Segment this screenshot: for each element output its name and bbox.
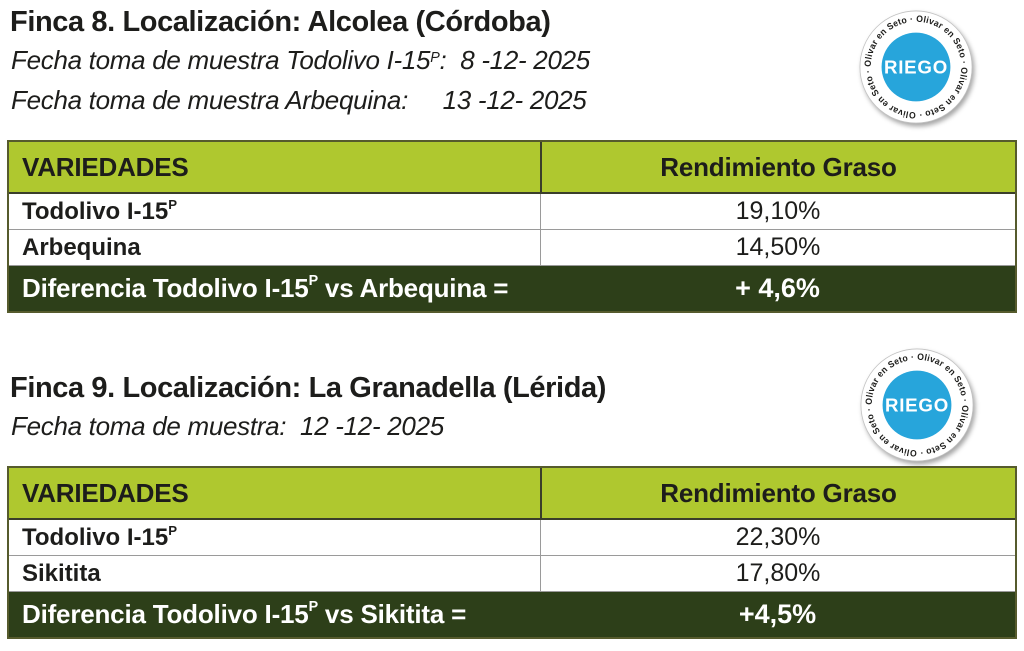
table-header-row: VARIEDADES Rendimiento Graso <box>9 142 1015 194</box>
variety-name-text: Todolivo I-15 <box>22 197 169 225</box>
riego-olivar-en-seto-badge: Olivar en Seto · Olivar en Seto · Olivar… <box>859 10 973 124</box>
variety-name: Todolivo I-15 P <box>9 520 540 555</box>
variety-value: 22,30% <box>540 520 1015 555</box>
column-header-variedades: VARIEDADES <box>22 477 189 508</box>
fecha-line-arbequina: Fecha toma de muestra Arbequina: 13 -12-… <box>11 85 587 116</box>
fecha-text: Fecha toma de muestra Todolivo I-15 <box>11 45 431 75</box>
variety-name-text: Sikitita <box>22 559 101 587</box>
fecha-line-todolivo: Fecha toma de muestra Todolivo I-15P: 8 … <box>11 45 590 76</box>
superscript-p: P <box>430 49 440 66</box>
badge-center-label: RIEGO <box>885 394 949 415</box>
table-header-row: VARIEDADES Rendimiento Graso <box>9 468 1015 520</box>
footer-label-suffix: vs Arbequina = <box>317 273 509 303</box>
badge-blue-circle <box>881 32 951 102</box>
table-row-todolivo: Todolivo I-15 P 22,30% <box>9 520 1015 556</box>
variety-name: Todolivo I-15 P <box>9 194 540 229</box>
variety-name-text: Todolivo I-15 <box>22 523 169 551</box>
variety-name-text: Arbequina <box>22 233 141 261</box>
superscript-p: P <box>168 523 178 539</box>
table-row-arbequina: Arbequina 14,50% <box>9 230 1015 266</box>
fecha-date: 12 -12- 2025 <box>286 411 444 441</box>
table-finca-9: VARIEDADES Rendimiento Graso Todolivo I-… <box>7 466 1017 639</box>
fecha-text: Fecha toma de muestra: <box>11 411 287 441</box>
variety-name: Arbequina <box>9 230 540 265</box>
badge-blue-circle <box>882 370 952 440</box>
riego-olivar-en-seto-badge: Olivar en Seto · Olivar en Seto · Olivar… <box>860 348 974 462</box>
footer-label-suffix: vs Sikitita = <box>317 599 467 629</box>
fecha-text: Fecha toma de muestra Arbequina: <box>11 85 408 115</box>
badge-center-label: RIEGO <box>884 56 948 77</box>
footer-difference-value: +4,5% <box>738 599 817 629</box>
footer-difference-value: + 4,6% <box>735 273 820 303</box>
variety-name: Sikitita <box>9 556 540 591</box>
superscript-p: P <box>168 197 178 213</box>
table-footer-row: Diferencia Todolivo I-15 P vs Arbequina =… <box>9 266 1015 311</box>
variety-value: 19,10% <box>540 194 1015 229</box>
footer-label-text: Diferencia Todolivo I-15 <box>22 273 309 303</box>
footer-difference-label: Diferencia Todolivo I-15 P vs Arbequina = <box>9 266 540 311</box>
fecha-date: : 8 -12- 2025 <box>439 45 590 75</box>
superscript-p: P <box>308 599 319 616</box>
finca-8-title: Finca 8. Localización: Alcolea (Córdoba) <box>10 6 551 38</box>
variety-value: 14,50% <box>540 230 1015 265</box>
fecha-line-finca-9: Fecha toma de muestra: 12 -12- 2025 <box>11 411 444 442</box>
column-header-variedades: VARIEDADES <box>22 151 189 182</box>
table-row-sikitita: Sikitita 17,80% <box>9 556 1015 592</box>
finca-9-title: Finca 9. Localización: La Granadella (Lé… <box>10 372 606 404</box>
column-header-rendimiento-graso: Rendimiento Graso <box>540 468 1015 518</box>
superscript-p: P <box>308 273 319 290</box>
table-footer-row: Diferencia Todolivo I-15 P vs Sikitita = … <box>9 592 1015 637</box>
fecha-date: 13 -12- 2025 <box>408 85 587 115</box>
table-finca-8: VARIEDADES Rendimiento Graso Todolivo I-… <box>7 140 1017 313</box>
column-header-rendimiento-graso: Rendimiento Graso <box>540 142 1015 192</box>
variety-value: 17,80% <box>540 556 1015 591</box>
table-row-todolivo: Todolivo I-15 P 19,10% <box>9 194 1015 230</box>
footer-difference-label: Diferencia Todolivo I-15 P vs Sikitita = <box>9 592 540 637</box>
footer-label-text: Diferencia Todolivo I-15 <box>22 599 309 629</box>
